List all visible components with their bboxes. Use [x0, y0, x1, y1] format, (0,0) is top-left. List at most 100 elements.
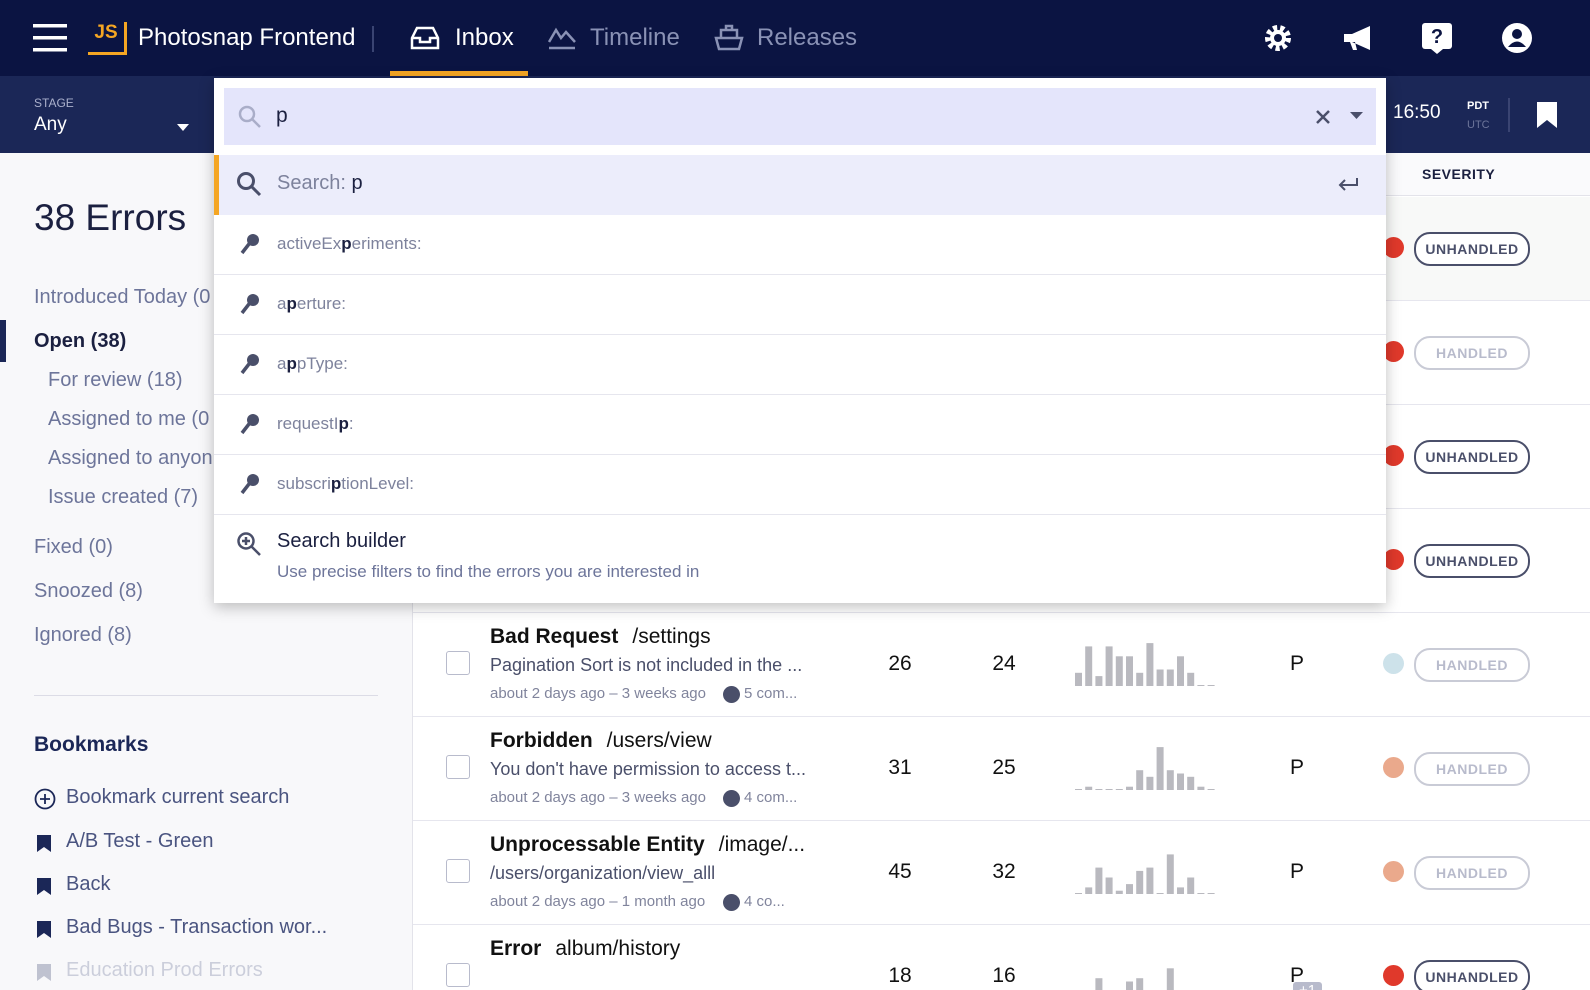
trend-chart	[1073, 841, 1223, 902]
key-suggestion[interactable]: subscriptionLevel:	[277, 474, 414, 494]
filter-item[interactable]: Introduced Today (0	[34, 286, 211, 308]
trend-bar	[1187, 776, 1195, 790]
suggestion-row[interactable]	[214, 335, 1386, 395]
assignee[interactable]: P	[1290, 756, 1305, 779]
checkbox[interactable]	[446, 963, 470, 987]
search-builder-title[interactable]: Search builder	[277, 530, 406, 552]
column-header: SEVERITY	[1422, 166, 1496, 182]
bookmark-icon	[37, 878, 51, 900]
severity-badge: UNHANDLED	[1414, 960, 1530, 990]
trend-bar	[1197, 786, 1205, 790]
key-suggestion[interactable]: appType:	[277, 354, 348, 374]
key-match: p	[286, 354, 297, 373]
issue-time: about 2 days ago – 3 weeks ago	[490, 685, 706, 702]
nav-tab[interactable]: Inbox	[455, 24, 514, 51]
trend-bar	[1085, 887, 1093, 894]
checkbox[interactable]	[446, 651, 470, 675]
settings-icon[interactable]	[1263, 23, 1293, 53]
suggestion-row[interactable]	[214, 275, 1386, 335]
issue-title[interactable]: Unprocessable Entity/image/...	[490, 833, 805, 857]
comments: 5 com...	[744, 685, 798, 702]
bookmark-add[interactable]: Bookmark current search	[66, 786, 290, 808]
assignee[interactable]: P	[1290, 652, 1305, 675]
checkbox[interactable]	[446, 859, 470, 883]
suggestion-highlight[interactable]	[214, 155, 1386, 215]
assignee[interactable]: P	[1290, 860, 1305, 883]
severity-badge: HANDLED	[1414, 648, 1530, 682]
filter-sub-item[interactable]: Issue created (7)	[48, 486, 199, 508]
assignee[interactable]: P	[1290, 964, 1305, 987]
filter-sub-item[interactable]: Assigned to me (0	[48, 408, 210, 430]
divider	[1508, 98, 1510, 132]
active-tab-indicator	[390, 71, 528, 76]
assignee-extra: +1	[1293, 982, 1323, 990]
bookmark-item[interactable]: Back	[66, 873, 111, 895]
events-count: 31	[888, 756, 912, 779]
key-suggestion[interactable]: aperture:	[277, 294, 346, 314]
filter-sub-item[interactable]: Assigned to anyon	[48, 447, 213, 469]
bookmark-item[interactable]: A/B Test - Green	[66, 830, 214, 852]
trend-bar	[1095, 867, 1103, 894]
caret[interactable]	[1350, 112, 1363, 119]
issue-title[interactable]: Bad Request/settings	[490, 625, 711, 649]
suggestion-row[interactable]	[214, 455, 1386, 515]
nav-tab[interactable]: Releases	[757, 24, 858, 51]
key-suggestion[interactable]: activeExperiments:	[277, 234, 422, 254]
timezone[interactable]: UTC	[1467, 119, 1490, 131]
clear-icon[interactable]	[1315, 109, 1331, 125]
comments: 4 com...	[744, 789, 798, 806]
bookmark-item[interactable]: Education Prod Errors	[66, 959, 263, 981]
announcements-icon[interactable]	[1342, 24, 1374, 52]
trend-baseline	[1115, 789, 1123, 790]
filter-item[interactable]: Ignored (8)	[34, 624, 132, 646]
trend-baseline	[1075, 789, 1082, 790]
trend-bar	[1166, 669, 1174, 686]
trend-bar	[1177, 887, 1184, 894]
nav-tab[interactable]: Timeline	[590, 24, 680, 51]
bookmark-icon	[37, 835, 51, 857]
bookmark-item[interactable]: Bad Bugs - Transaction wor...	[66, 916, 328, 938]
user-icon[interactable]	[1501, 22, 1533, 54]
sidebar-title: 38 Errors	[34, 197, 187, 238]
filter-item[interactable]: Snoozed (8)	[34, 580, 143, 602]
trend-bar	[1075, 672, 1082, 686]
search-query[interactable]: p	[276, 104, 288, 127]
search-input[interactable]	[224, 88, 1376, 145]
trend-bar	[1187, 672, 1195, 686]
bookmark-icon	[37, 964, 51, 986]
filter-sub-item[interactable]: For review (18)	[48, 369, 183, 391]
trend-bar	[1126, 981, 1133, 990]
trend-bar	[1187, 877, 1195, 894]
trend-svg	[1075, 747, 1215, 790]
issue-title[interactable]: Error album/history	[490, 937, 680, 961]
project-name[interactable]: Photosnap Frontend	[138, 24, 356, 51]
time: 16:50	[1393, 102, 1441, 123]
key-icon	[240, 413, 260, 440]
users-count: 32	[992, 860, 1016, 883]
enter-icon	[1338, 178, 1358, 191]
trend-bar	[1136, 672, 1144, 686]
bookmark-icon[interactable]	[1537, 102, 1557, 128]
severity-badge: UNHANDLED	[1414, 544, 1530, 578]
trend-bar	[1177, 773, 1184, 790]
search-dropdown: p Search: p Search builder Use precise f…	[214, 78, 1386, 603]
suggestion-row[interactable]	[214, 215, 1386, 275]
checkbox[interactable]	[446, 755, 470, 779]
stage-value[interactable]: Any	[34, 114, 67, 135]
comments: 4 co...	[744, 893, 785, 910]
filter-item-active[interactable]: Open (38)	[34, 330, 127, 352]
key-suggestion[interactable]: requestIp:	[277, 414, 354, 434]
menu-icon[interactable]	[33, 24, 67, 52]
trend-baseline	[1156, 893, 1164, 894]
filter-item[interactable]: Fixed (0)	[34, 536, 113, 558]
help-icon[interactable]: ?	[1421, 22, 1453, 54]
key-after: tionLevel:	[341, 474, 415, 493]
caret[interactable]	[177, 124, 189, 131]
issue-title[interactable]: Forbidden/users/view	[490, 729, 712, 753]
suggestion-row[interactable]	[214, 395, 1386, 455]
trend-baseline	[1207, 893, 1215, 894]
timezone[interactable]: PDT	[1467, 100, 1489, 112]
logo[interactable]: JS	[88, 22, 127, 55]
divider	[372, 26, 374, 52]
severity-dot	[1383, 965, 1404, 986]
